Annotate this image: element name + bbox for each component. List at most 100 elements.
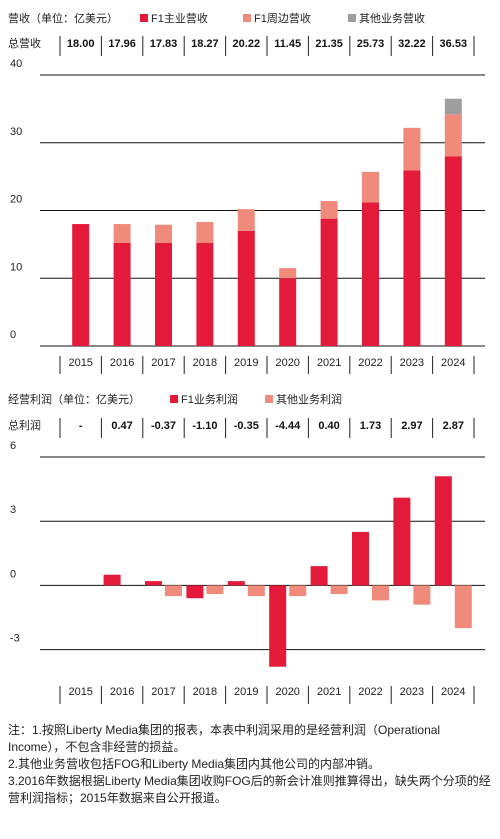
bar	[372, 585, 389, 601]
bar	[413, 585, 431, 605]
bar-segment	[237, 209, 255, 231]
bar	[434, 476, 452, 586]
bar	[103, 574, 121, 586]
x-tick-label: 2020	[275, 357, 299, 369]
revenue-chart: 营收（单位：亿美元） F1主业营收 F1周边营收 其他业务营收 总营收 18.00 1…	[8, 11, 485, 374]
total-value: -0.35	[234, 420, 259, 432]
y-tick-label: 20	[10, 194, 22, 206]
total-value: 20.22	[233, 38, 261, 50]
bar-segment	[444, 156, 462, 346]
bar-segment	[113, 243, 131, 346]
bar	[186, 585, 204, 599]
total-value: -1.10	[192, 420, 217, 432]
total-value: 0.47	[111, 420, 132, 432]
y-tick-label: 10	[10, 261, 22, 273]
x-tick-label: 2016	[110, 686, 134, 698]
legend-swatch	[243, 14, 251, 22]
bar-segment	[196, 243, 214, 346]
bar	[247, 585, 265, 597]
legend-swatch	[265, 395, 273, 403]
y-tick-label: 40	[10, 58, 22, 70]
x-tick-label: 2018	[193, 686, 217, 698]
total-value: 0.40	[318, 420, 339, 432]
bar	[330, 585, 348, 594]
x-tick-label: 2019	[234, 357, 258, 369]
x-tick-label: 2016	[110, 357, 134, 369]
bar-segment	[279, 268, 297, 279]
bar-segment	[444, 114, 462, 157]
revenue-plot: 0 10 20 30 40 2015 2016 2017 2018 2019 2020 2021 202…	[10, 58, 485, 374]
bar	[165, 585, 182, 597]
x-tick-label: 2023	[400, 686, 424, 698]
x-tick-label: 2021	[317, 686, 341, 698]
profit-total-row-label: 总利润	[8, 418, 41, 432]
legend-swatch	[348, 14, 356, 22]
bar-segment	[403, 170, 421, 346]
bar-segment	[155, 224, 172, 244]
bar-segment	[320, 201, 338, 219]
total-value: 25.73	[357, 38, 385, 50]
revenue-totals-row: 18.00 17.96 17.83 18.27 20.22 11.45 21.35 25.73…	[59, 36, 475, 56]
bar-segment	[72, 224, 90, 346]
bar-segment	[196, 222, 214, 244]
footnote-2: 2.其他业务营收包括FOG和Liberty Media集团内其他公司的内部冲销。	[8, 757, 381, 771]
bar	[289, 585, 307, 597]
total-value: -	[79, 420, 83, 432]
total-value: -0.37	[151, 420, 176, 432]
bar	[454, 585, 472, 629]
total-value: 18.27	[191, 38, 219, 50]
x-tick-label: 2024	[441, 357, 465, 369]
legend-label: 其他业务利润	[276, 392, 342, 406]
bar-segment	[155, 243, 172, 346]
bar-segment	[320, 218, 338, 346]
y-tick-label: 30	[10, 126, 22, 138]
profit-totals-row: - 0.47 -0.37 -1.10 -0.35 -4.44 0.40 1.73 2.97 2.8…	[59, 418, 475, 438]
bar-segment	[362, 171, 379, 203]
x-tick-label: 2019	[234, 686, 258, 698]
bar	[206, 585, 224, 594]
profit-plot: -3 0 3 6 2015 2016 2017 2018 2019 2020 2021 2022 202…	[10, 440, 485, 704]
y-tick-label: 6	[10, 440, 16, 452]
x-tick-label: 2022	[358, 686, 382, 698]
y-tick-label: 0	[10, 329, 16, 341]
legend-label: 其他业务营收	[359, 11, 425, 25]
bar	[145, 581, 162, 586]
total-value: 2.87	[443, 420, 464, 432]
x-tick-label: 2022	[358, 357, 382, 369]
x-tick-label: 2024	[441, 686, 465, 698]
total-value: 18.00	[67, 38, 95, 50]
bar	[310, 566, 328, 586]
y-tick-label: 0	[10, 568, 16, 580]
bar-segment	[444, 98, 462, 115]
y-tick-label: 3	[10, 504, 16, 516]
bar-segment	[362, 202, 379, 346]
x-tick-label: 2017	[151, 357, 175, 369]
profit-title: 经营利润（单位：亿美元）	[8, 392, 140, 406]
bar	[352, 531, 369, 586]
footnotes: 注：1.按照Liberty Media集团的报表，本表中利润采用的是经营利润（O…	[8, 722, 494, 807]
x-tick-label: 2015	[68, 357, 92, 369]
x-tick-label: 2017	[151, 686, 175, 698]
bar	[227, 581, 245, 586]
total-value: 11.45	[274, 38, 301, 50]
legend-label: F1主业营收	[151, 11, 208, 25]
bar-segment	[113, 224, 131, 244]
bar-segment	[403, 127, 421, 171]
legend-swatch	[170, 395, 178, 403]
revenue-title: 营收（单位：亿美元）	[8, 11, 118, 25]
bar	[269, 585, 287, 667]
revenue-total-row-label: 总营收	[8, 36, 41, 50]
total-value: 17.83	[150, 38, 178, 50]
total-value: 17.96	[108, 38, 136, 50]
revenue-legend: F1主业营收 F1周边营收 其他业务营收	[140, 11, 425, 25]
bar-segment	[279, 278, 297, 346]
total-value: 32.22	[398, 38, 426, 50]
profit-chart: 经营利润（单位：亿美元） F1业务利润 其他业务利润 总利润 - 0.47 -0.37…	[8, 392, 485, 704]
bar-segment	[237, 230, 255, 346]
x-tick-label: 2021	[317, 357, 341, 369]
total-value: 36.53	[440, 38, 468, 50]
legend-label: F1业务利润	[181, 392, 238, 406]
legend-swatch	[140, 14, 148, 22]
y-tick-label: -3	[10, 633, 20, 645]
